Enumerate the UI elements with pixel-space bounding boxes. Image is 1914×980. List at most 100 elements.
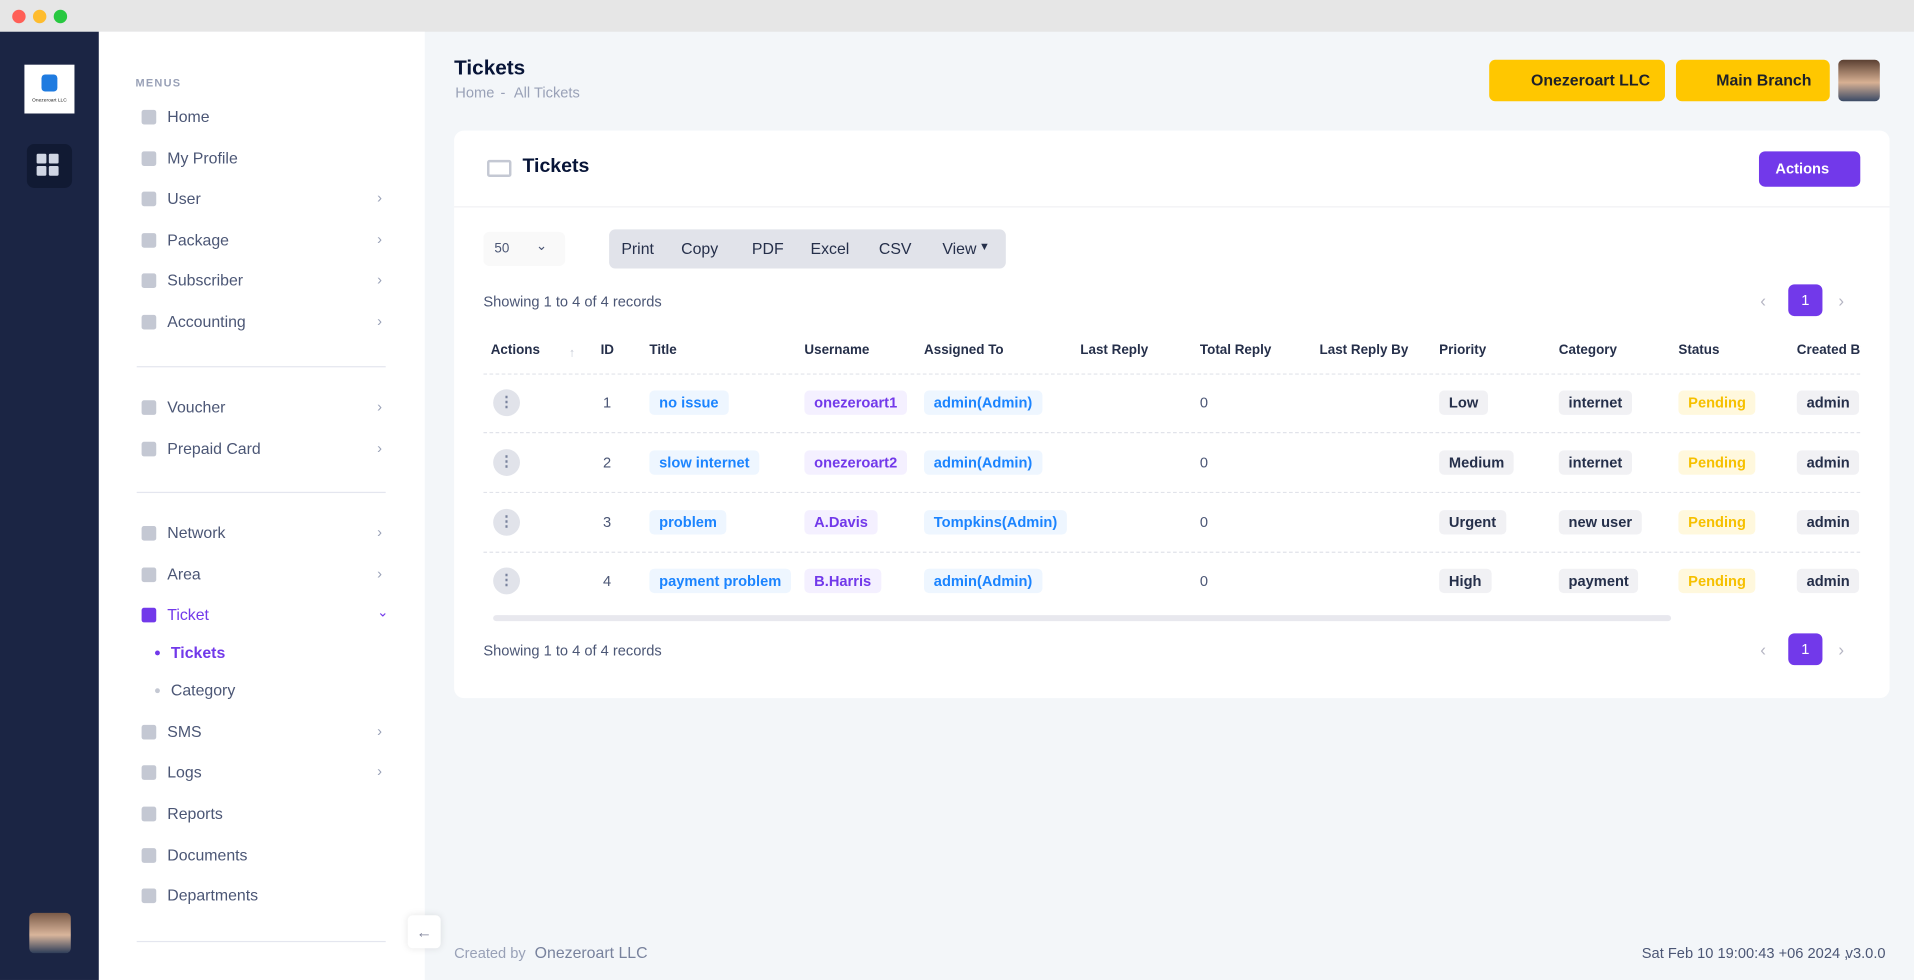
user-avatar[interactable] xyxy=(1838,59,1880,102)
company-button[interactable]: Onezeroart LLC xyxy=(1489,59,1665,102)
current-page[interactable]: 1 xyxy=(1788,633,1823,666)
card: Tickets Actions 50 ⌄ Print Copy PDF Excel CSV Vie… xyxy=(454,130,1890,699)
cell-title[interactable]: no issue xyxy=(649,390,729,415)
cell-total-reply: 0 xyxy=(1199,394,1209,412)
title-bar xyxy=(0,0,1914,32)
cell-category: internet xyxy=(1558,450,1633,475)
export-button[interactable]: Print xyxy=(621,239,654,258)
menu-icon xyxy=(141,724,157,740)
menu-item[interactable]: Ticket xyxy=(167,605,209,624)
menu-icon xyxy=(141,525,157,541)
rail-avatar[interactable] xyxy=(29,912,71,954)
cell-priority: Urgent xyxy=(1439,510,1506,535)
row-actions[interactable]: ⋮ xyxy=(493,508,521,536)
view-caret: ▼ xyxy=(978,240,990,253)
export-button[interactable]: Excel xyxy=(810,239,850,258)
footer-label: Created by xyxy=(454,944,526,962)
column-header: Assigned To xyxy=(924,342,1004,358)
next-page[interactable]: › xyxy=(1838,639,1845,660)
card-icon xyxy=(487,159,512,177)
cell-priority: High xyxy=(1439,568,1492,594)
menu-arrow: › xyxy=(377,271,383,289)
cell-priority: Low xyxy=(1439,390,1488,415)
export-group: Print Copy PDF Excel CSV View ▼ xyxy=(609,229,1006,269)
row-actions[interactable]: ⋮ xyxy=(493,449,521,476)
separator xyxy=(136,366,386,368)
rail-icon xyxy=(48,153,59,164)
branch-button[interactable]: Main Branch xyxy=(1675,59,1830,102)
cell-status: Pending xyxy=(1678,510,1756,535)
menu-arrow: › xyxy=(377,312,383,330)
submenu-dot xyxy=(155,650,160,656)
menu-arrow: › xyxy=(377,397,383,415)
menu-item[interactable]: Network xyxy=(167,523,226,542)
export-button[interactable]: Copy xyxy=(681,239,719,258)
actions-button[interactable]: Actions xyxy=(1758,151,1861,187)
cell-title[interactable]: payment problem xyxy=(649,568,792,594)
cell-id: 3 xyxy=(603,513,612,531)
cell-id: 2 xyxy=(603,453,612,472)
row-actions[interactable]: ⋮ xyxy=(493,389,521,417)
menu-item[interactable]: Reports xyxy=(167,804,223,823)
menu-item[interactable]: My Profile xyxy=(167,148,238,167)
submenu-item[interactable]: Category xyxy=(170,681,236,700)
cell-assigned-to: admin(Admin) xyxy=(924,450,1043,475)
cell-category: internet xyxy=(1558,390,1633,415)
row-border xyxy=(483,432,1861,434)
cell-assigned-to: admin(Admin) xyxy=(924,568,1043,594)
menu-item[interactable]: User xyxy=(167,189,201,208)
current-page[interactable]: 1 xyxy=(1788,284,1823,317)
menu-item[interactable]: Package xyxy=(167,230,229,249)
section-label: MENUS xyxy=(135,76,182,90)
menu-icon xyxy=(141,888,157,904)
window-dot xyxy=(32,9,47,24)
sort-icon: ↑ xyxy=(568,346,575,361)
column-header[interactable]: Actions xyxy=(490,342,540,358)
table: Actions ID Title Username Assigned To Last Re… xyxy=(483,333,1861,626)
export-button[interactable]: CSV xyxy=(878,239,912,258)
next-page[interactable]: › xyxy=(1838,290,1845,310)
row-border xyxy=(483,491,1861,494)
menu-item[interactable]: SMS xyxy=(167,722,202,741)
menu-item[interactable]: Accounting xyxy=(167,312,246,331)
rail-dashboard[interactable] xyxy=(26,144,73,188)
menu-icon xyxy=(141,400,157,415)
menu-item[interactable]: Area xyxy=(167,564,201,583)
column-header: Priority xyxy=(1439,342,1487,358)
export-button[interactable]: View xyxy=(942,239,977,258)
row-actions[interactable]: ⋮ xyxy=(493,567,521,595)
menu-item[interactable]: Logs xyxy=(167,763,202,782)
breadcrumb-item[interactable]: Home xyxy=(455,84,495,102)
menu-item[interactable]: Departments xyxy=(167,886,259,905)
breadcrumb-item: All Tickets xyxy=(513,84,580,102)
window-dot xyxy=(12,9,26,24)
collapse-button[interactable]: ← xyxy=(407,915,441,949)
separator xyxy=(136,491,386,494)
menu-arrow: › xyxy=(377,189,383,207)
page-size-select[interactable]: 50 xyxy=(483,231,566,267)
row-border xyxy=(483,551,1861,553)
cell-title[interactable]: problem xyxy=(649,510,727,535)
menu-icon xyxy=(141,847,157,863)
menu-item[interactable]: Documents xyxy=(167,845,248,864)
rail xyxy=(0,31,99,980)
prev-page[interactable]: ‹ xyxy=(1760,639,1766,660)
scrollbar[interactable] xyxy=(493,615,1672,622)
records-info: Showing 1 to 4 of 4 records xyxy=(483,641,662,660)
menu-item[interactable]: Prepaid Card xyxy=(167,438,261,458)
menu-icon xyxy=(141,109,157,125)
footer-company[interactable]: Onezeroart LLC xyxy=(534,943,648,962)
menu-item[interactable]: Voucher xyxy=(167,397,226,417)
submenu-item[interactable]: Tickets xyxy=(170,643,226,662)
prev-page[interactable]: ‹ xyxy=(1760,290,1766,310)
cell-title[interactable]: slow internet xyxy=(649,450,760,475)
cell-username: B.Harris xyxy=(804,568,881,594)
cell-username: onezeroart2 xyxy=(804,450,907,475)
export-button[interactable]: PDF xyxy=(751,239,784,258)
menu-icon xyxy=(141,150,157,166)
menu-icon xyxy=(141,441,157,456)
menu-item[interactable]: Home xyxy=(167,107,210,126)
menu-item[interactable]: Subscriber xyxy=(167,271,244,290)
menu-icon xyxy=(141,607,157,623)
